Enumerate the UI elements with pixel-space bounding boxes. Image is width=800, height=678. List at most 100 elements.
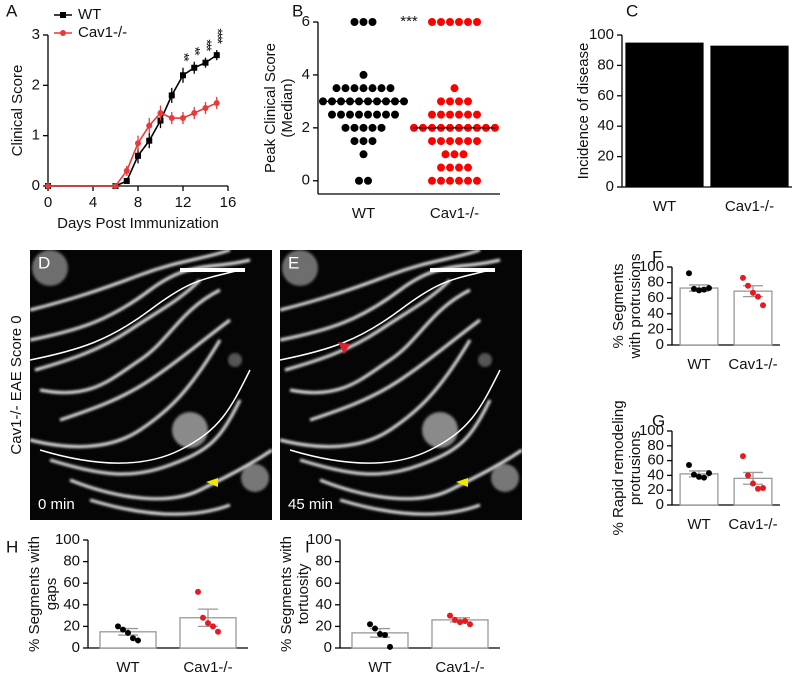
data-point — [464, 110, 472, 119]
data-point — [455, 110, 463, 119]
marker — [202, 59, 209, 66]
data-point — [745, 282, 751, 289]
bar — [679, 287, 719, 346]
data-point — [428, 110, 436, 119]
y-tick-label: 40 — [63, 596, 80, 613]
y-tick-label: 20 — [63, 617, 80, 634]
arrowhead — [456, 478, 468, 487]
data-point — [359, 70, 368, 79]
x-tick-label: WT — [352, 205, 375, 222]
y-tick-label: 100 — [639, 422, 664, 439]
data-point — [428, 137, 436, 146]
arrowhead — [338, 342, 350, 354]
data-point — [215, 628, 221, 635]
panel-label: I — [305, 537, 310, 556]
data-point — [386, 84, 395, 93]
y-tick-label: 40 — [647, 466, 664, 483]
data-point — [760, 302, 766, 309]
bar — [733, 290, 773, 346]
marker — [123, 177, 130, 184]
data-point — [473, 18, 481, 26]
y-tick-label: 40 — [597, 117, 614, 134]
data-point — [691, 285, 697, 292]
y-tick-label: 100 — [307, 531, 332, 548]
data-point — [377, 84, 386, 93]
data-point — [760, 484, 766, 491]
x-tick-label: Cav1-/- — [435, 659, 484, 676]
data-point — [473, 137, 481, 146]
y-tick-label: 80 — [647, 437, 664, 454]
x-tick-label: WT — [687, 356, 710, 373]
data-point — [428, 176, 436, 185]
x-tick-label: 8 — [134, 194, 142, 211]
y-tick-label: 40 — [315, 596, 332, 613]
data-point — [464, 18, 472, 26]
data-point — [437, 176, 445, 185]
data-point — [446, 163, 454, 172]
data-point — [368, 137, 377, 146]
panel-label: B — [292, 1, 303, 20]
series-line — [48, 102, 218, 187]
y-tick-label: 2 — [302, 119, 310, 136]
x-tick-label: WT — [653, 198, 676, 215]
y-tick-label: 0 — [302, 172, 310, 189]
panel-label: G — [652, 411, 665, 430]
bar — [710, 45, 789, 187]
data-point — [359, 137, 368, 146]
marker — [168, 115, 175, 122]
legend-label: WT — [78, 6, 101, 23]
data-point — [125, 629, 131, 636]
data-point — [359, 123, 368, 132]
y-tick-label: 100 — [639, 258, 664, 275]
y-axis-label: with protrusions — [627, 253, 644, 359]
marker — [213, 52, 220, 59]
data-point — [462, 618, 468, 624]
marker — [191, 110, 198, 117]
data-point — [350, 123, 359, 132]
series-line — [48, 54, 218, 187]
data-point — [382, 110, 390, 119]
data-point — [364, 110, 372, 119]
y-axis-label: % Segments with — [278, 536, 295, 652]
data-point — [377, 630, 383, 637]
data-point — [740, 274, 746, 281]
x-tick-label: Cav1-/- — [430, 205, 479, 222]
y-axis-label: Incidence of disease — [575, 43, 592, 180]
x-tick-label: WT — [368, 659, 391, 676]
y-tick-label: 60 — [647, 452, 664, 469]
marker — [180, 72, 186, 79]
y-tick-label: 4 — [302, 66, 310, 83]
x-tick-label: Cav1-/- — [728, 516, 777, 533]
data-point — [387, 643, 393, 650]
data-point — [459, 150, 468, 159]
data-point — [437, 110, 445, 119]
panel-label: D — [38, 253, 50, 272]
data-point — [115, 623, 121, 630]
time-label: 0 min — [38, 496, 75, 513]
data-point — [464, 137, 472, 146]
x-tick-label: 4 — [89, 194, 97, 211]
significance: *** — [400, 13, 418, 30]
data-point — [455, 97, 463, 106]
panel-label: F — [652, 247, 662, 266]
y-axis-label: Clinical Score — [9, 65, 26, 157]
data-point — [359, 150, 368, 159]
data-point — [446, 176, 454, 185]
arrowhead — [206, 478, 218, 487]
data-point — [195, 588, 201, 595]
data-point — [337, 110, 345, 119]
panel-label: C — [626, 1, 638, 20]
y-tick-label: 0 — [606, 178, 614, 195]
x-tick-label: WT — [116, 659, 139, 676]
x-tick-label: Cav1-/- — [728, 356, 777, 373]
data-point — [467, 621, 473, 628]
marker — [180, 115, 186, 122]
data-point — [473, 176, 481, 185]
time-label: 45 min — [288, 496, 333, 513]
marker — [213, 99, 220, 106]
data-point — [332, 84, 341, 93]
y-tick-label: 1 — [32, 127, 40, 144]
data-point — [750, 480, 756, 487]
data-point — [350, 18, 359, 26]
